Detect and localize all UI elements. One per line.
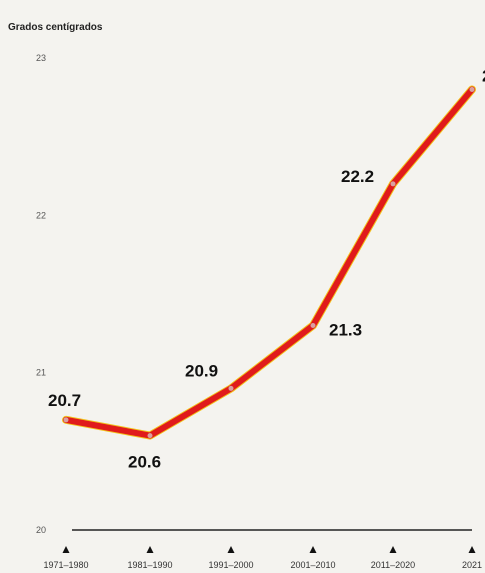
x-tick-marker <box>310 546 317 553</box>
x-tick-label: 1971–1980 <box>43 560 88 570</box>
data-point <box>64 417 69 422</box>
x-tick-label: 2011–2020 <box>371 560 415 570</box>
x-axis-ticks: 1971–1980 1981–1990 1991–2000 2001–2010 2011… <box>43 546 482 570</box>
x-tick-marker <box>228 546 235 553</box>
y-tick-label: 22 <box>36 210 46 220</box>
y-axis-unit-label: Grados centígrados <box>8 22 103 33</box>
x-tick-marker <box>469 546 476 553</box>
x-tick-label: 1981–1990 <box>127 560 172 570</box>
data-point <box>470 87 475 92</box>
series-temperature <box>64 87 475 438</box>
series-line <box>66 89 472 435</box>
data-point <box>311 323 316 328</box>
x-tick-marker <box>63 546 70 553</box>
series-line-highlight <box>66 89 472 435</box>
data-point <box>148 433 153 438</box>
y-tick-label: 23 <box>36 53 46 63</box>
x-tick-marker <box>147 546 154 553</box>
x-tick-label: 1991–2000 <box>208 560 253 570</box>
x-tick-label: 2001–2010 <box>290 560 335 570</box>
data-label: 20.6 <box>128 453 161 472</box>
y-axis-ticks: 23 22 21 20 <box>36 53 46 535</box>
y-tick-label: 21 <box>36 368 46 378</box>
data-label: 22.2 <box>341 167 374 186</box>
data-point <box>229 386 234 391</box>
data-label: 20.9 <box>185 361 218 380</box>
data-labels: 20.720.620.921.322.22 <box>48 66 485 471</box>
data-label: 20.7 <box>48 391 81 410</box>
x-tick-marker <box>390 546 397 553</box>
y-tick-label: 20 <box>36 525 46 535</box>
data-point <box>391 181 396 186</box>
data-label: 21.3 <box>329 320 362 339</box>
x-tick-label: 2021 <box>462 560 482 570</box>
